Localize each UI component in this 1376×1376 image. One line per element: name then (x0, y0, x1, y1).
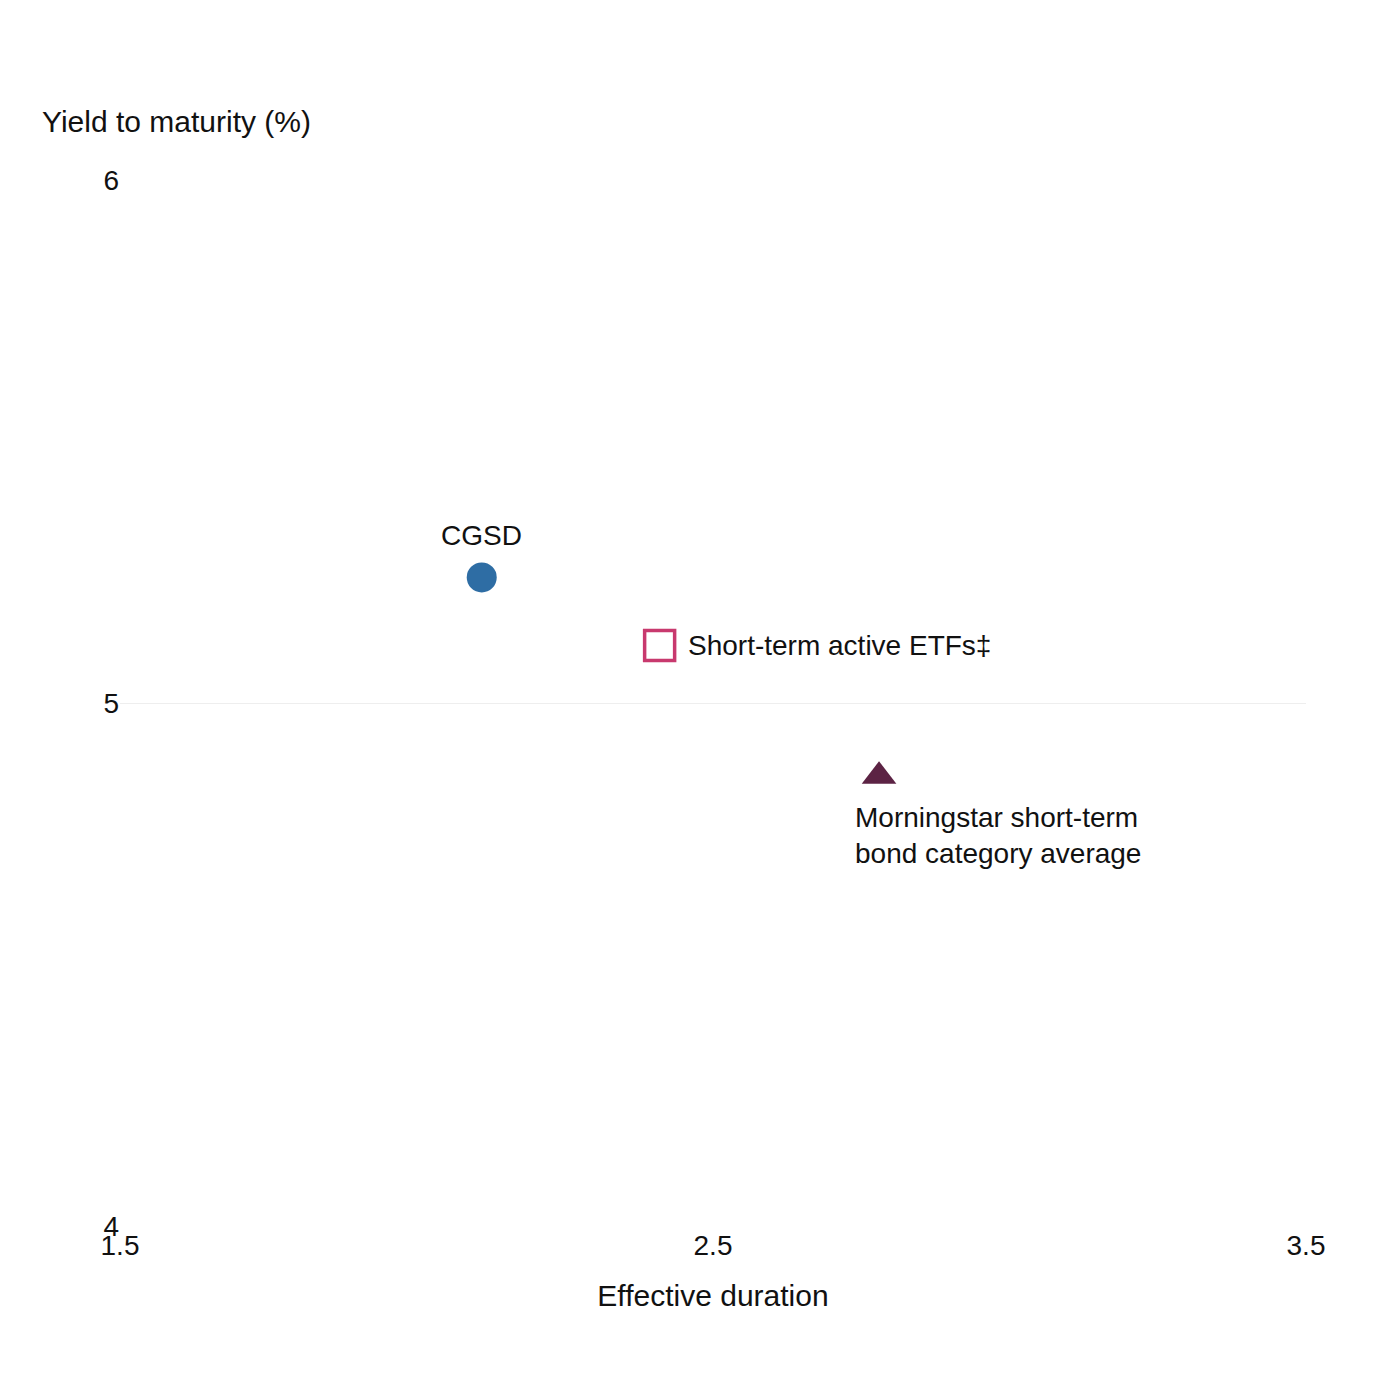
svg-text:6: 6 (103, 165, 119, 196)
svg-text:4: 4 (103, 1211, 119, 1242)
svg-text:3.5: 3.5 (1287, 1230, 1326, 1261)
svg-text:CGSD: CGSD (441, 520, 522, 551)
svg-text:Yield to maturity (%): Yield to maturity (%) (42, 105, 311, 138)
svg-text:5: 5 (103, 688, 119, 719)
svg-text:Morningstar short-termbond cat: Morningstar short-termbond category aver… (855, 802, 1141, 869)
svg-text:1.5: 1.5 (101, 1230, 140, 1261)
svg-text:Effective duration: Effective duration (597, 1279, 828, 1312)
svg-text:2.5: 2.5 (694, 1230, 733, 1261)
svg-text:Short-term active ETFs‡: Short-term active ETFs‡ (688, 630, 991, 661)
